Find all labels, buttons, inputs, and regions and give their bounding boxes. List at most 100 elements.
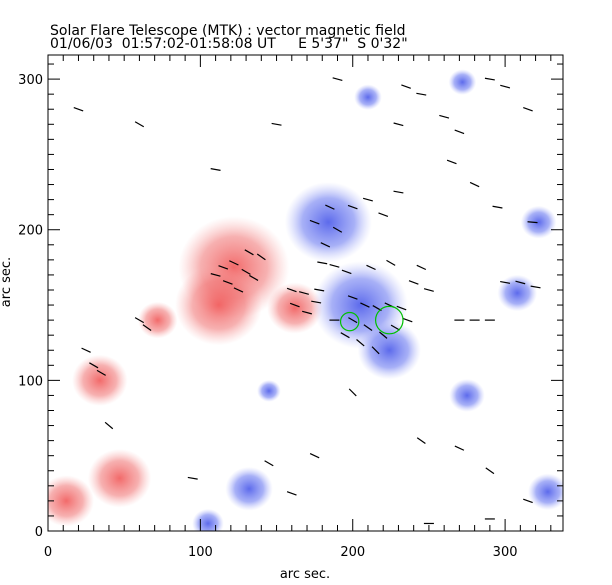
positive-polarity-region	[137, 301, 178, 339]
field-vector	[311, 300, 322, 304]
field-vector	[393, 122, 404, 127]
negative-polarity-region	[449, 378, 485, 412]
negative-polarity-region	[284, 181, 372, 263]
field-vector	[416, 437, 426, 444]
field-vector	[229, 260, 239, 266]
field-vector	[454, 129, 465, 135]
field-vector	[390, 324, 401, 331]
y-axis-label: arc sec.	[0, 257, 14, 307]
field-vector	[289, 302, 300, 308]
field-vector	[320, 242, 331, 248]
field-vector	[73, 106, 84, 112]
chart-subtitle: 01/06/03 01:57:02-01:58:08 UT E 5'37" S …	[50, 36, 408, 52]
field-vector	[492, 205, 503, 209]
x-tick-label: 200	[340, 545, 365, 560]
y-tick-label: 100	[18, 374, 43, 389]
field-vector	[329, 264, 340, 268]
field-vector	[401, 84, 411, 89]
field-vector	[222, 280, 233, 285]
x-tick-label: 100	[188, 545, 213, 560]
field-vector	[286, 287, 297, 293]
field-vector	[416, 92, 427, 96]
y-tick-label: 300	[18, 73, 43, 88]
field-vector	[271, 122, 282, 126]
field-vector	[249, 274, 259, 281]
field-vector	[469, 181, 480, 188]
field-vector	[348, 388, 357, 397]
positive-polarity-region	[175, 264, 263, 346]
field-vector	[378, 212, 389, 217]
field-vector	[309, 453, 320, 459]
field-vector	[527, 221, 538, 224]
field-vector	[484, 77, 495, 81]
field-vector	[241, 268, 251, 275]
field-vector	[233, 287, 244, 293]
field-vector	[309, 219, 320, 225]
negative-polarity-region	[257, 379, 281, 402]
field-vector	[302, 310, 313, 315]
field-vector	[244, 249, 254, 256]
marker-circle	[374, 305, 404, 335]
field-vector	[142, 324, 152, 332]
y-tick-label: 200	[18, 224, 43, 239]
field-vector	[298, 291, 309, 295]
field-vector	[439, 114, 450, 119]
field-vector	[485, 467, 495, 475]
negative-polarity-region	[527, 473, 563, 511]
x-tick-label: 300	[493, 545, 518, 560]
field-vector	[218, 265, 229, 270]
field-vector	[362, 197, 373, 202]
field-vector	[340, 332, 350, 339]
field-vector	[81, 347, 91, 353]
field-vector	[314, 288, 325, 292]
field-vector	[386, 259, 396, 266]
positive-polarity-region	[48, 475, 95, 527]
field-vector	[402, 317, 413, 323]
field-vector	[378, 331, 388, 339]
field-vector	[500, 84, 511, 89]
negative-polarity-region	[225, 466, 273, 511]
field-vector	[530, 285, 541, 289]
field-vector	[89, 362, 99, 369]
chart-title: Solar Flare Telescope (MTK) : vector mag…	[50, 23, 406, 39]
field-vector	[96, 369, 106, 376]
negative-polarity-region	[497, 274, 538, 312]
field-vector	[210, 168, 221, 171]
negative-polarity-region	[448, 69, 477, 95]
field-vector	[454, 445, 465, 451]
plot-frame	[47, 54, 564, 532]
field-vector	[360, 302, 370, 308]
field-vector	[416, 264, 427, 271]
field-vector	[187, 476, 198, 480]
field-vector	[393, 190, 404, 194]
negative-polarity-region	[354, 84, 382, 110]
field-vector	[500, 280, 511, 284]
negative-polarity-region	[357, 320, 421, 380]
field-vector	[423, 288, 434, 292]
positive-polarity-region	[72, 354, 128, 406]
negative-polarity-region	[192, 508, 224, 531]
field-vector	[286, 491, 297, 496]
field-vector	[363, 324, 373, 332]
positive-polarity-region	[87, 449, 152, 508]
x-axis-label: arc sec.	[280, 567, 330, 582]
field-vector	[347, 295, 358, 300]
field-vector	[325, 204, 335, 210]
field-vector	[332, 77, 343, 81]
field-vector	[515, 280, 526, 285]
field-vector	[134, 317, 145, 324]
y-tick-label: 0	[35, 525, 43, 540]
positive-polarity-region	[267, 282, 323, 334]
field-vector	[134, 121, 145, 128]
field-vector	[347, 204, 358, 210]
field-vector	[210, 273, 221, 277]
field-vector	[396, 305, 407, 311]
field-vector	[256, 253, 266, 261]
field-vector	[341, 269, 352, 275]
negative-polarity-region	[520, 205, 557, 239]
field-vector	[356, 339, 365, 347]
field-vector	[523, 106, 533, 112]
x-tick-label: 0	[44, 545, 52, 560]
field-vector	[523, 498, 533, 504]
